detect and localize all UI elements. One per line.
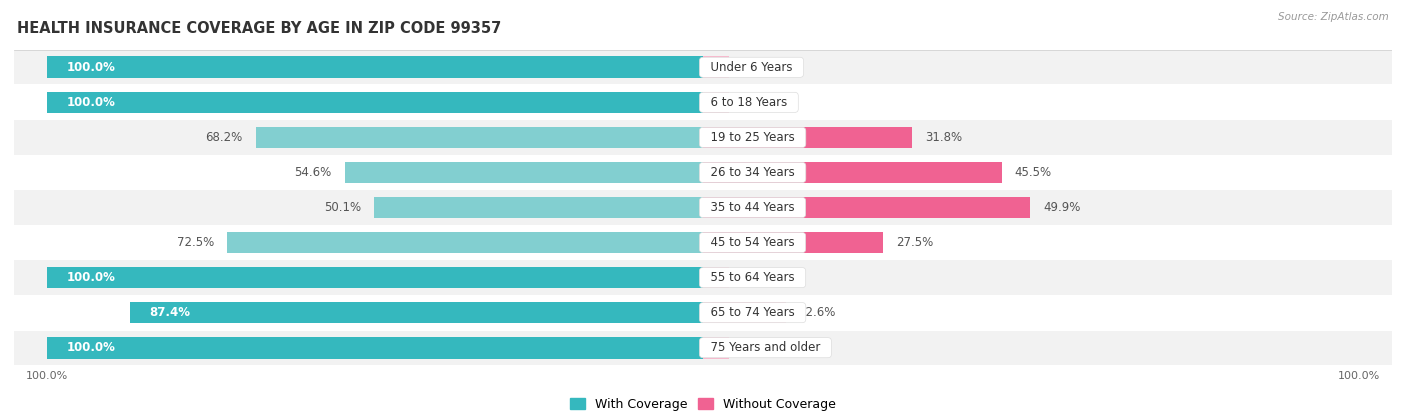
Bar <box>14 120 1392 154</box>
Bar <box>14 190 1392 225</box>
Text: 100.0%: 100.0% <box>66 341 115 354</box>
Bar <box>46 267 703 288</box>
Bar <box>703 161 1001 183</box>
Text: 6 to 18 Years: 6 to 18 Years <box>703 96 794 109</box>
Bar <box>129 302 703 324</box>
Bar <box>14 85 1392 120</box>
Text: 55 to 64 Years: 55 to 64 Years <box>703 271 803 284</box>
Text: 100.0%: 100.0% <box>66 96 115 109</box>
Bar <box>703 337 730 359</box>
Bar <box>46 56 703 78</box>
Text: 26 to 34 Years: 26 to 34 Years <box>703 166 803 179</box>
Text: 0.0%: 0.0% <box>742 271 772 284</box>
Text: 45.5%: 45.5% <box>1015 166 1052 179</box>
Text: 68.2%: 68.2% <box>205 131 242 144</box>
Text: 31.8%: 31.8% <box>925 131 962 144</box>
Bar <box>703 127 911 148</box>
Bar <box>703 267 730 288</box>
Bar <box>374 197 703 218</box>
Bar <box>703 91 730 113</box>
Bar <box>344 161 703 183</box>
Text: 12.6%: 12.6% <box>799 306 837 319</box>
Text: Under 6 Years: Under 6 Years <box>703 61 800 74</box>
Text: 100.0%: 100.0% <box>66 61 115 74</box>
Text: 87.4%: 87.4% <box>149 306 190 319</box>
Text: 0.0%: 0.0% <box>742 341 772 354</box>
Bar <box>256 127 703 148</box>
Legend: With Coverage, Without Coverage: With Coverage, Without Coverage <box>565 393 841 415</box>
Bar <box>14 295 1392 330</box>
Text: Source: ZipAtlas.com: Source: ZipAtlas.com <box>1278 12 1389 22</box>
Bar <box>703 232 883 254</box>
Text: 100.0%: 100.0% <box>66 271 115 284</box>
Bar <box>14 261 1392 295</box>
Bar <box>703 56 730 78</box>
Text: 0.0%: 0.0% <box>742 96 772 109</box>
Text: 35 to 44 Years: 35 to 44 Years <box>703 201 803 214</box>
Bar <box>46 91 703 113</box>
Bar <box>228 232 703 254</box>
Text: 19 to 25 Years: 19 to 25 Years <box>703 131 803 144</box>
Text: 45 to 54 Years: 45 to 54 Years <box>703 236 803 249</box>
Text: 65 to 74 Years: 65 to 74 Years <box>703 306 803 319</box>
Text: 50.1%: 50.1% <box>323 201 361 214</box>
Text: 0.0%: 0.0% <box>742 61 772 74</box>
Bar <box>14 155 1392 190</box>
Text: HEALTH INSURANCE COVERAGE BY AGE IN ZIP CODE 99357: HEALTH INSURANCE COVERAGE BY AGE IN ZIP … <box>17 21 501 36</box>
Bar <box>703 302 786 324</box>
Text: 27.5%: 27.5% <box>897 236 934 249</box>
Bar <box>14 225 1392 260</box>
Text: 49.9%: 49.9% <box>1043 201 1081 214</box>
Text: 75 Years and older: 75 Years and older <box>703 341 828 354</box>
Bar <box>14 330 1392 365</box>
Text: 72.5%: 72.5% <box>177 236 214 249</box>
Bar <box>703 197 1031 218</box>
Bar <box>14 50 1392 85</box>
Bar <box>46 337 703 359</box>
Text: 54.6%: 54.6% <box>294 166 332 179</box>
